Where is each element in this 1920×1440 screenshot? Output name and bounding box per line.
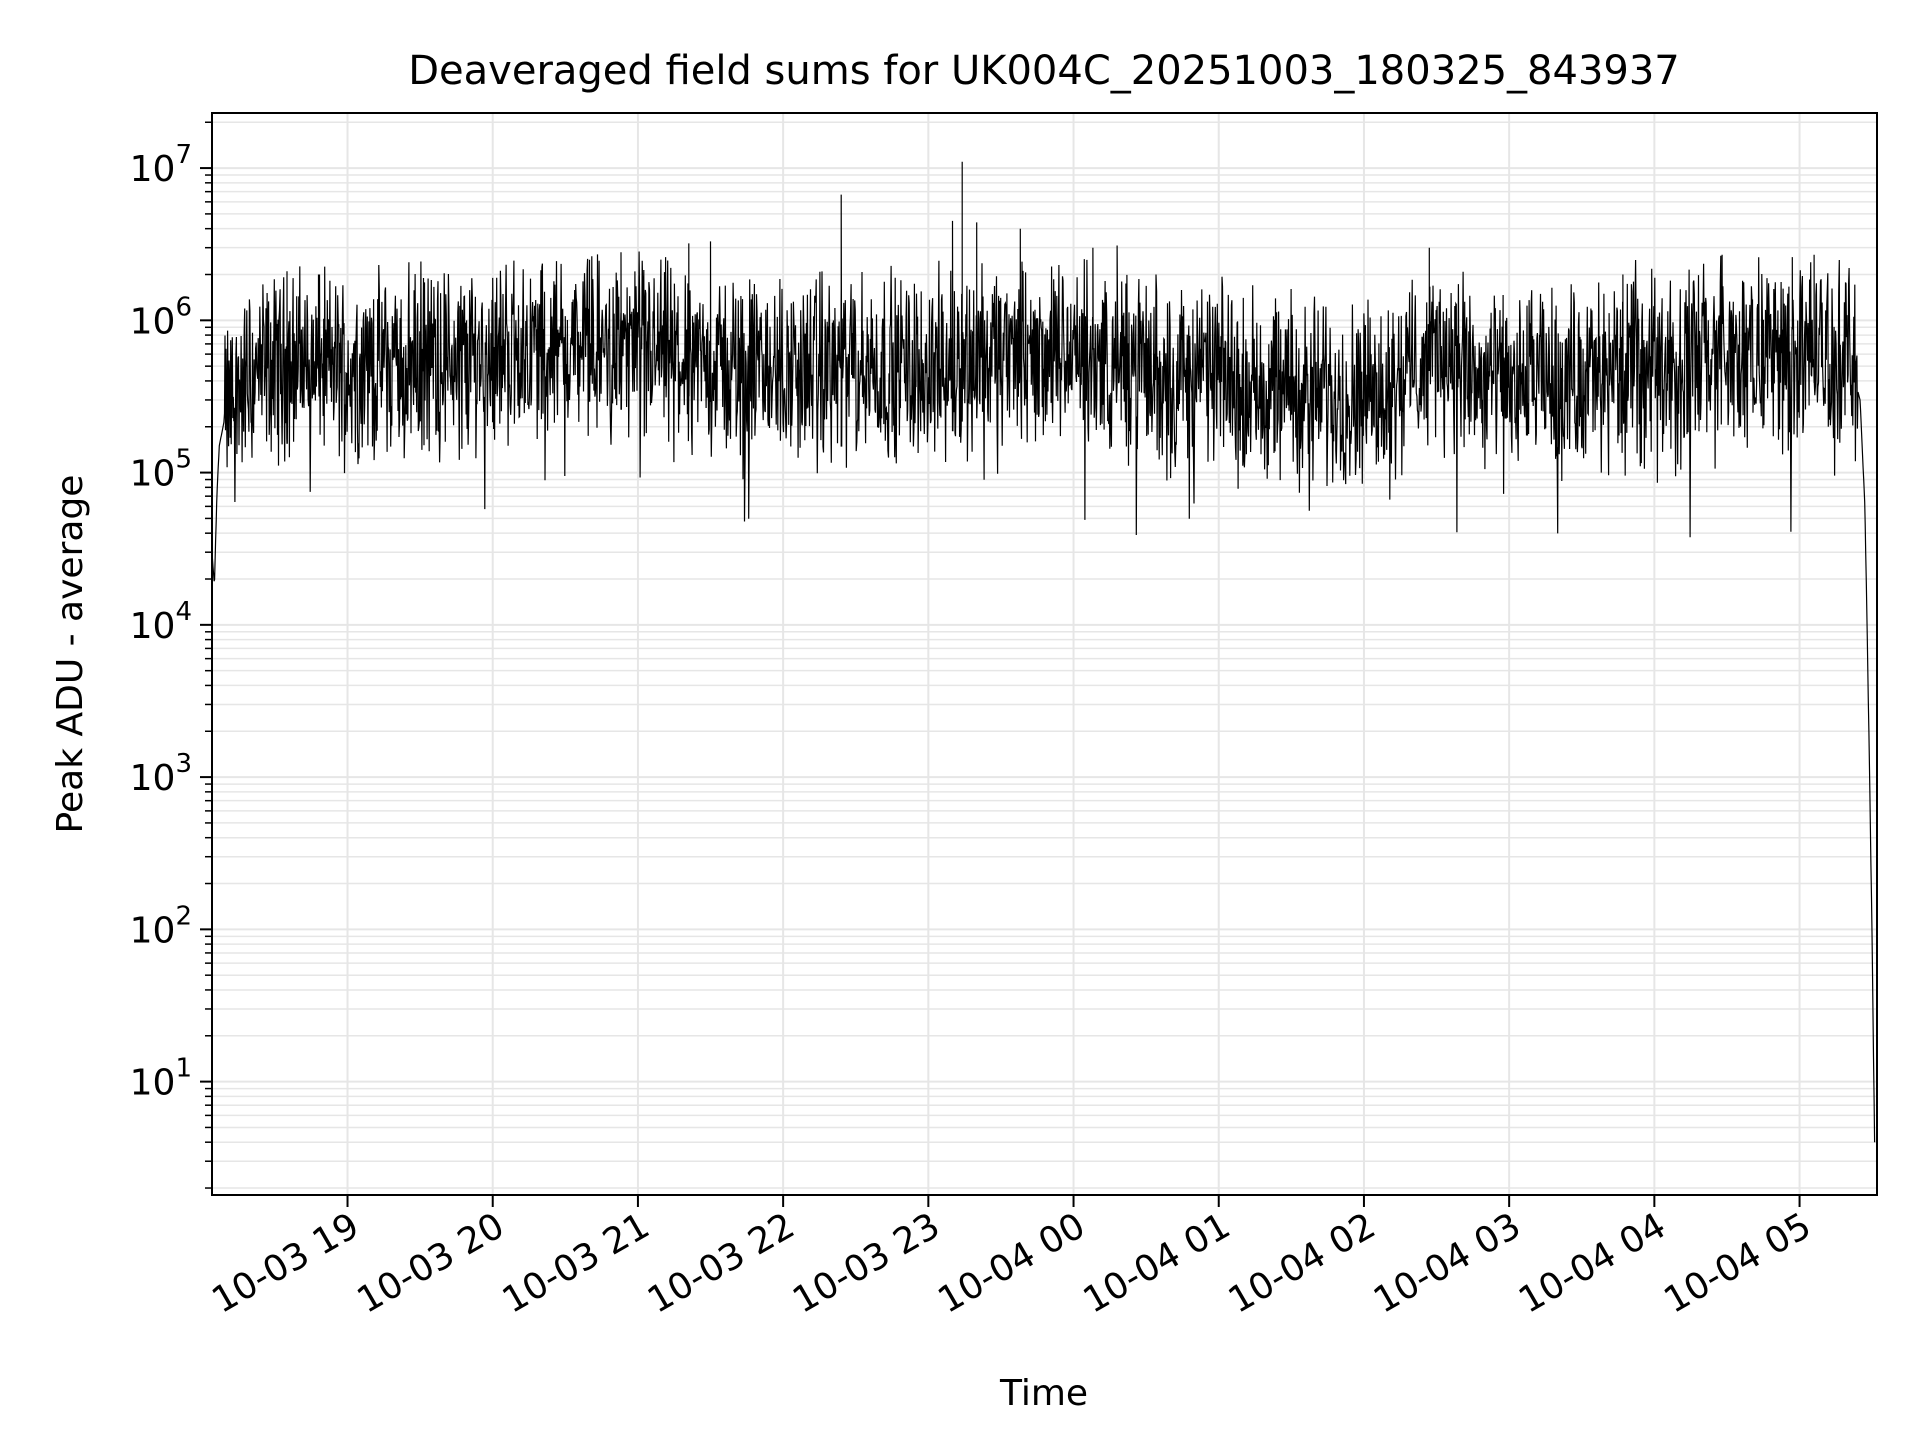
- chart-title: Deaveraged field sums for UK004C_2025100…: [408, 48, 1679, 94]
- data-layer: [211, 161, 1876, 1143]
- series-line: [211, 161, 1876, 1143]
- y-tick-label-base: 10: [130, 606, 176, 647]
- y-tick-label-exponent: 6: [175, 292, 192, 322]
- y-tick-label: 102: [130, 901, 192, 951]
- y-tick-label-base: 10: [130, 301, 176, 342]
- y-tick-label-exponent: 4: [175, 597, 192, 627]
- y-tick-label-exponent: 7: [175, 140, 192, 170]
- y-tick-label-exponent: 3: [175, 749, 192, 779]
- y-tick-label-base: 10: [130, 758, 176, 799]
- y-tick-label-base: 10: [130, 910, 176, 951]
- y-tick-label: 106: [130, 292, 192, 342]
- y-tick-label: 107: [130, 140, 192, 190]
- y-tick-label-exponent: 1: [175, 1054, 192, 1084]
- y-tick-label: 103: [130, 749, 192, 799]
- y-tick-label-exponent: 5: [175, 445, 192, 475]
- x-axis-label: Time: [999, 1373, 1088, 1414]
- y-tick-label: 101: [130, 1054, 192, 1104]
- y-tick-label: 105: [130, 445, 192, 495]
- y-tick-label-base: 10: [130, 149, 176, 190]
- y-tick-label: 104: [130, 597, 192, 647]
- y-tick-label-base: 10: [130, 1063, 176, 1104]
- y-tick-label-base: 10: [130, 454, 176, 495]
- y-tick-label-exponent: 2: [175, 901, 192, 931]
- y-axis-label: Peak ADU - average: [50, 475, 91, 834]
- plot-frame: [211, 112, 1878, 1196]
- grid-layer: [212, 113, 1877, 1195]
